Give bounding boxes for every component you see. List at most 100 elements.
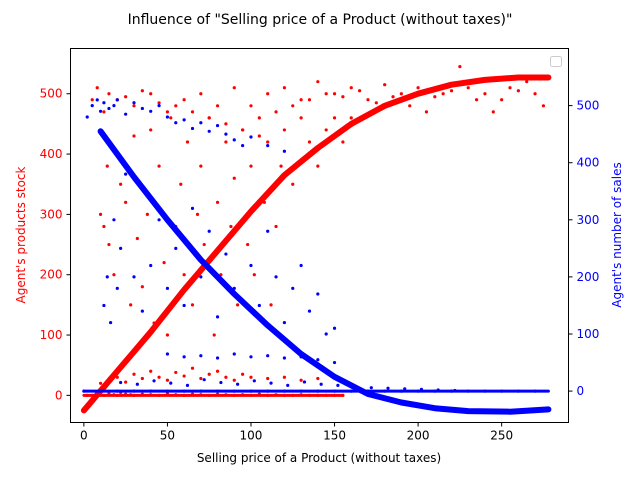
data-point bbox=[132, 134, 136, 138]
data-point bbox=[366, 98, 370, 102]
data-point bbox=[433, 95, 437, 99]
data-point bbox=[474, 98, 479, 102]
data-point bbox=[107, 106, 111, 111]
data-point bbox=[190, 366, 195, 370]
data-point bbox=[449, 89, 454, 93]
trend-curve bbox=[80, 74, 552, 414]
right-y-tick-label: 500 bbox=[577, 99, 600, 113]
data-point bbox=[182, 98, 186, 102]
data-point bbox=[508, 86, 512, 90]
data-point bbox=[124, 172, 128, 176]
series-left-curve-0 bbox=[80, 74, 552, 414]
ticks: 0 50 100 150 200 250 0 100 200 300 400 500 0 100 200 30… bbox=[40, 87, 600, 443]
data-point bbox=[241, 372, 245, 376]
data-point bbox=[215, 200, 220, 204]
data-point bbox=[185, 140, 190, 144]
data-point bbox=[252, 379, 256, 383]
x-tick-label: 50 bbox=[160, 429, 175, 443]
data-point bbox=[441, 92, 445, 96]
data-point bbox=[274, 224, 278, 229]
data-point bbox=[145, 212, 149, 216]
data-point bbox=[190, 206, 195, 210]
data-point bbox=[182, 118, 186, 122]
x-tick-label: 150 bbox=[323, 429, 346, 443]
data-point bbox=[149, 369, 153, 373]
data-point bbox=[282, 356, 287, 360]
legend-box bbox=[550, 56, 562, 67]
data-point bbox=[98, 212, 103, 216]
data-point bbox=[124, 380, 128, 384]
data-point bbox=[236, 303, 240, 307]
data-point bbox=[316, 80, 320, 84]
legend bbox=[550, 56, 562, 67]
data-point bbox=[336, 383, 340, 387]
data-point bbox=[266, 229, 270, 233]
data-point bbox=[157, 218, 161, 222]
data-point bbox=[269, 381, 273, 385]
data-point bbox=[282, 320, 287, 325]
data-point bbox=[291, 286, 295, 290]
data-point bbox=[212, 333, 216, 337]
data-point bbox=[109, 320, 113, 325]
right-y-tick-label: 0 bbox=[577, 384, 585, 398]
data-point bbox=[286, 383, 290, 387]
data-point bbox=[215, 104, 220, 108]
data-point bbox=[215, 356, 220, 360]
data-point bbox=[207, 372, 211, 376]
data-point bbox=[185, 383, 190, 387]
data-point bbox=[266, 376, 270, 381]
data-point bbox=[500, 98, 504, 102]
data-point bbox=[299, 263, 303, 268]
data-point bbox=[232, 352, 236, 356]
data-point bbox=[269, 303, 273, 307]
data-point bbox=[190, 303, 195, 307]
data-point bbox=[516, 89, 520, 93]
data-point bbox=[291, 182, 295, 186]
data-point bbox=[179, 182, 183, 186]
data-point bbox=[416, 86, 420, 90]
data-point bbox=[224, 132, 228, 136]
data-point bbox=[316, 376, 320, 381]
data-point bbox=[383, 83, 387, 87]
axes-frame bbox=[70, 48, 569, 423]
data-point bbox=[282, 86, 287, 90]
data-point bbox=[132, 372, 136, 376]
data-point bbox=[182, 303, 186, 308]
data-point bbox=[90, 103, 94, 108]
series-right-curve-1 bbox=[97, 128, 552, 415]
data-point bbox=[202, 242, 206, 247]
data-point bbox=[199, 354, 203, 358]
data-point bbox=[165, 352, 170, 356]
data-point bbox=[98, 381, 103, 385]
right-y-tick-label: 200 bbox=[577, 270, 600, 284]
data-point bbox=[241, 128, 245, 132]
data-point bbox=[525, 80, 529, 84]
data-point bbox=[307, 309, 312, 313]
data-point bbox=[132, 275, 136, 279]
x-tick-label: 0 bbox=[80, 429, 88, 443]
data-point bbox=[266, 143, 270, 148]
data-point bbox=[165, 378, 170, 382]
data-point bbox=[107, 242, 111, 247]
left-y-tick-label: 200 bbox=[40, 268, 63, 282]
data-point bbox=[249, 164, 253, 168]
right-y-tick-label: 300 bbox=[577, 213, 600, 227]
right-axis-label: Agent's number of sales bbox=[610, 162, 624, 308]
trend-curve bbox=[97, 128, 552, 415]
data-point bbox=[252, 273, 256, 277]
data-point bbox=[174, 246, 178, 250]
x-tick-label: 200 bbox=[407, 429, 430, 443]
data-point bbox=[199, 92, 203, 96]
data-point bbox=[349, 116, 353, 120]
data-point bbox=[112, 218, 116, 222]
data-point bbox=[257, 116, 261, 120]
data-point bbox=[483, 92, 487, 96]
data-point bbox=[165, 333, 170, 337]
left-y-tick-label: 300 bbox=[40, 207, 63, 221]
data-point bbox=[157, 164, 161, 168]
data-point bbox=[274, 110, 278, 114]
data-point bbox=[391, 95, 395, 99]
data-point bbox=[182, 374, 186, 378]
data-point bbox=[140, 89, 144, 93]
data-point bbox=[246, 242, 250, 247]
